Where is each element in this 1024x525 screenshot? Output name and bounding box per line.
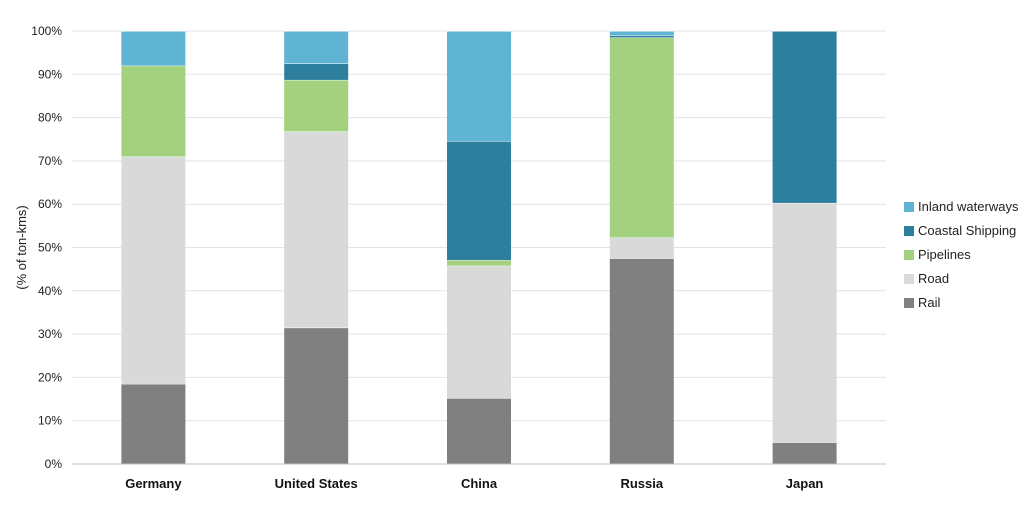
y-tick-label: 60% [38, 197, 62, 211]
y-tick-label: 0% [45, 457, 63, 471]
y-tick-label: 50% [38, 241, 62, 255]
bar-segment-japan-road [772, 202, 837, 443]
legend-label: Inland waterways [918, 199, 1019, 214]
bar-segment-china-coastal-shipping [447, 140, 511, 261]
bar-segment-china-road [447, 265, 511, 399]
bar-segment-united-states-rail [284, 327, 349, 464]
bar-segment-united-states-road [284, 131, 349, 328]
legend-swatch [904, 274, 914, 284]
y-tick-label: 30% [38, 327, 62, 341]
bar-segment-russia-coastal-shipping [609, 35, 674, 38]
x-category-label: Japan [786, 476, 824, 491]
legend-item-inland-waterways[interactable]: Inland waterways [904, 199, 1019, 214]
x-category-label: United States [275, 476, 358, 491]
bar-segment-russia-pipelines [609, 37, 674, 238]
bar-segment-united-states-inland-waterways [284, 31, 349, 64]
bar-segment-russia-road [609, 237, 674, 259]
x-category-label: Russia [620, 476, 663, 491]
bars [121, 30, 837, 464]
x-category-label: Germany [125, 476, 182, 491]
y-axis-ticks: 0% 10% 20% 30% 40% 50% 60% 70% 80% 90% 100% [31, 24, 62, 471]
legend-label: Road [918, 271, 949, 286]
bar-segment-china-rail [447, 398, 511, 464]
bar-segment-japan-rail [772, 442, 837, 464]
legend-swatch [904, 202, 914, 212]
bar-segment-united-states-pipelines [284, 79, 349, 132]
y-axis-label: (% of ton-kms) [14, 205, 29, 290]
bar-segment-united-states-coastal-shipping [284, 63, 349, 80]
legend-label: Coastal Shipping [918, 223, 1016, 238]
x-axis-categories: Germany United States China Russia Japan [125, 476, 823, 491]
y-tick-label: 40% [38, 284, 62, 298]
legend-item-road[interactable]: Road [904, 271, 949, 286]
legend-swatch [904, 298, 914, 308]
legend-item-rail[interactable]: Rail [904, 295, 941, 310]
bar-segment-russia-inland-waterways [609, 31, 674, 36]
legend-label: Pipelines [918, 247, 971, 262]
bar-segment-germany-road [121, 156, 186, 384]
legend-item-pipelines[interactable]: Pipelines [904, 247, 971, 262]
bar-segment-russia-rail [609, 258, 674, 464]
legend[interactable]: Inland waterways Coastal Shipping Pipeline… [904, 199, 1019, 310]
bar-segment-germany-pipelines [121, 65, 186, 157]
y-tick-label: 80% [38, 111, 62, 125]
legend-swatch [904, 226, 914, 236]
y-tick-label: 10% [38, 414, 62, 428]
y-tick-label: 70% [38, 154, 62, 168]
x-category-label: China [461, 476, 498, 491]
bar-segment-germany-inland-waterways [121, 31, 186, 66]
legend-swatch [904, 250, 914, 260]
legend-item-coastal-shipping[interactable]: Coastal Shipping [904, 223, 1016, 238]
y-tick-label: 20% [38, 370, 62, 384]
bar-segment-germany-rail [121, 383, 186, 464]
bar-segment-china-inland-waterways [447, 31, 511, 141]
bar-segment-japan-coastal-shipping [772, 31, 837, 203]
y-tick-label: 100% [31, 24, 62, 38]
legend-label: Rail [918, 295, 941, 310]
bar-segment-china-pipelines [447, 260, 511, 266]
y-tick-label: 90% [38, 67, 62, 81]
